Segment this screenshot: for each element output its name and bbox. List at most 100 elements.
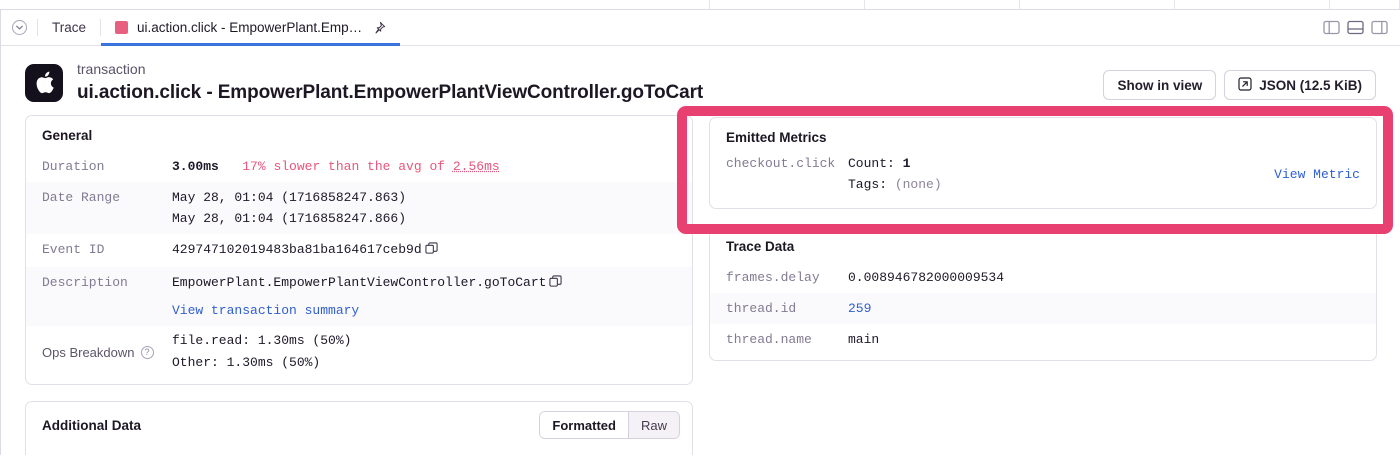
emitted-metrics-body: checkout.click Count: 1 Tags: (none) — [710, 153, 1376, 208]
event-id-text: 429747102019483ba81ba164617ceb9d — [172, 242, 422, 257]
detail-columns: General Duration 3.00ms 17% slower than … — [25, 115, 1377, 455]
additional-row-key: frames.delay — [42, 451, 160, 455]
tabbar-divider — [37, 19, 38, 36]
drawer-tabbar: Trace ui.action.click - EmpowerPlant.Emp… — [1, 10, 1400, 46]
metric-count-value: 1 — [902, 156, 911, 171]
trace-data-title: Trace Data — [726, 239, 795, 254]
trace-data-row: thread.name main — [710, 324, 1376, 360]
additional-data-card: Additional Data Formatted Raw frames.del… — [25, 401, 693, 455]
ops-breakdown-key: Ops Breakdown ? — [42, 345, 172, 360]
event-id-key: Event ID — [42, 242, 105, 257]
duration-value: 3.00ms 17% slower than the avg of 2.56ms — [172, 156, 500, 177]
general-row-duration: Duration 3.00ms 17% slower than the avg … — [26, 151, 692, 182]
description-text: EmpowerPlant.EmpowerPlantViewController.… — [172, 275, 547, 290]
duration-comparison: 17% slower than the avg of 2.56ms — [227, 159, 500, 174]
grid-cell — [0, 0, 710, 10]
tab-color-swatch-icon — [115, 21, 129, 34]
chevron-down-circle-icon — [11, 20, 27, 35]
grid-cell — [1175, 0, 1330, 10]
tab-event-active[interactable]: ui.action.click - EmpowerPlant.Emp… — [101, 10, 401, 46]
segment-formatted[interactable]: Formatted — [540, 412, 628, 438]
event-header: transaction ui.action.click - EmpowerPla… — [25, 46, 1376, 115]
trace-row-value: 0.008946782000009534 — [848, 270, 1005, 285]
collapse-drawer-button[interactable] — [1, 10, 37, 45]
date-range-value: May 28, 01:04 (1716858247.863) May 28, 0… — [172, 187, 406, 229]
grid-cell — [1020, 0, 1175, 10]
trace-row-value[interactable]: 259 — [848, 301, 872, 316]
description-value: EmpowerPlant.EmpowerPlantViewController.… — [172, 272, 563, 321]
additional-row-value[interactable]: 0.008946782000009534 — [160, 451, 316, 455]
metric-count-row: Count: 1 — [848, 153, 942, 174]
tab-trace-label: Trace — [52, 20, 87, 35]
ops-breakdown-value: file.read: 1.30ms (50%) Other: 1.30ms (5… — [172, 330, 351, 374]
general-row-ops-breakdown: Ops Breakdown ? file.read: 1.30ms (50%) … — [26, 326, 692, 384]
show-in-view-label: Show in view — [1117, 77, 1203, 93]
grid-cell — [865, 0, 1020, 10]
json-label: JSON (12.5 KiB) — [1259, 77, 1362, 93]
general-card: General Duration 3.00ms 17% slower than … — [25, 115, 693, 385]
date-range-start: May 28, 01:04 (1716858247.863) — [172, 190, 407, 205]
general-row-event-id: Event ID 429747102019483ba81ba164617ceb9… — [26, 234, 692, 267]
layout-right-panel-icon[interactable] — [1371, 20, 1388, 35]
additional-data-row: frames.delay 0.008946782000009534 — [26, 446, 692, 455]
emitted-metrics-wrap: Emitted Metrics checkout.click Count: 1 … — [709, 115, 1377, 209]
trace-row-key: thread.name — [726, 332, 812, 347]
metric-tags-row: Tags: (none) — [848, 174, 942, 195]
metric-tags-value: (none) — [894, 177, 942, 192]
general-card-title: General — [42, 128, 93, 143]
copy-icon[interactable] — [549, 274, 563, 295]
question-mark-icon[interactable]: ? — [140, 345, 154, 359]
apple-icon — [25, 64, 63, 102]
metric-tags-label: Tags: — [848, 177, 888, 192]
emitted-metrics-card: Emitted Metrics checkout.click Count: 1 … — [709, 117, 1377, 209]
duration-key: Duration — [42, 159, 105, 174]
right-column: Emitted Metrics checkout.click Count: 1 … — [709, 115, 1377, 361]
general-row-date-range: Date Range May 28, 01:04 (1716858247.863… — [26, 182, 692, 234]
event-titles: transaction ui.action.click - EmpowerPla… — [77, 60, 703, 105]
left-column: General Duration 3.00ms 17% slower than … — [25, 115, 693, 455]
trace-row-value: main — [848, 332, 880, 347]
trace-data-row: frames.delay 0.008946782000009534 — [710, 262, 1376, 293]
external-link-icon — [1238, 76, 1252, 94]
description-key: Description — [42, 275, 128, 290]
copy-icon[interactable] — [425, 241, 438, 262]
grid-cell — [710, 0, 865, 10]
json-button[interactable]: JSON (12.5 KiB) — [1224, 70, 1376, 100]
layout-left-panel-icon[interactable] — [1323, 20, 1340, 35]
event-kind-label: transaction — [77, 61, 146, 77]
event-details-drawer: Trace ui.action.click - EmpowerPlant.Emp… — [0, 9, 1400, 455]
segment-raw[interactable]: Raw — [627, 412, 679, 438]
additional-data-title: Additional Data — [42, 417, 142, 433]
view-transaction-summary-link[interactable]: View transaction summary — [172, 303, 360, 318]
page-title: ui.action.click - EmpowerPlant.EmpowerPl… — [77, 82, 704, 103]
trace-row-key: frames.delay — [726, 270, 820, 285]
duration-comparison-prefix: 17% slower than the avg of — [242, 159, 453, 174]
metric-fields: Count: 1 Tags: (none) — [848, 153, 942, 195]
event-id-value: 429747102019483ba81ba164617ceb9d — [172, 239, 438, 262]
pin-icon[interactable] — [372, 21, 386, 35]
duration-text: 3.00ms — [172, 159, 219, 174]
ops-breakdown-line-2: Other: 1.30ms (50%) — [172, 355, 321, 370]
general-row-description: Description EmpowerPlant.EmpowerPlantVie… — [26, 267, 692, 326]
tabbar-divider — [100, 19, 102, 36]
date-range-key: Date Range — [42, 190, 121, 205]
layout-bottom-panel-icon[interactable] — [1347, 20, 1364, 35]
metric-count-label: Count: — [848, 156, 895, 171]
additional-data-format-toggle: Formatted Raw — [539, 411, 680, 439]
metric-name: checkout.click — [726, 156, 836, 171]
emitted-metrics-title: Emitted Metrics — [726, 130, 827, 145]
trace-data-card: Trace Data frames.delay 0.00894678200000… — [709, 226, 1377, 361]
drawer-body: transaction ui.action.click - EmpowerPla… — [1, 46, 1400, 455]
trace-row-key: thread.id — [726, 301, 797, 316]
trace-data-row: thread.id 259 — [710, 293, 1376, 324]
ops-breakdown-label: Ops Breakdown — [42, 344, 135, 360]
header-actions: Show in view JSON (12.5 KiB) — [1103, 60, 1376, 100]
duration-comparison-value[interactable]: 2.56ms — [452, 159, 500, 174]
tab-event-label: ui.action.click - EmpowerPlant.Emp… — [137, 20, 363, 35]
tab-trace[interactable]: Trace — [38, 10, 100, 45]
ops-breakdown-line-1: file.read: 1.30ms (50%) — [172, 333, 352, 348]
additional-data-header: Additional Data Formatted Raw — [26, 402, 692, 446]
layout-toggles — [1323, 10, 1400, 45]
view-metric-link[interactable]: View Metric — [1274, 167, 1360, 182]
show-in-view-button[interactable]: Show in view — [1103, 70, 1217, 100]
